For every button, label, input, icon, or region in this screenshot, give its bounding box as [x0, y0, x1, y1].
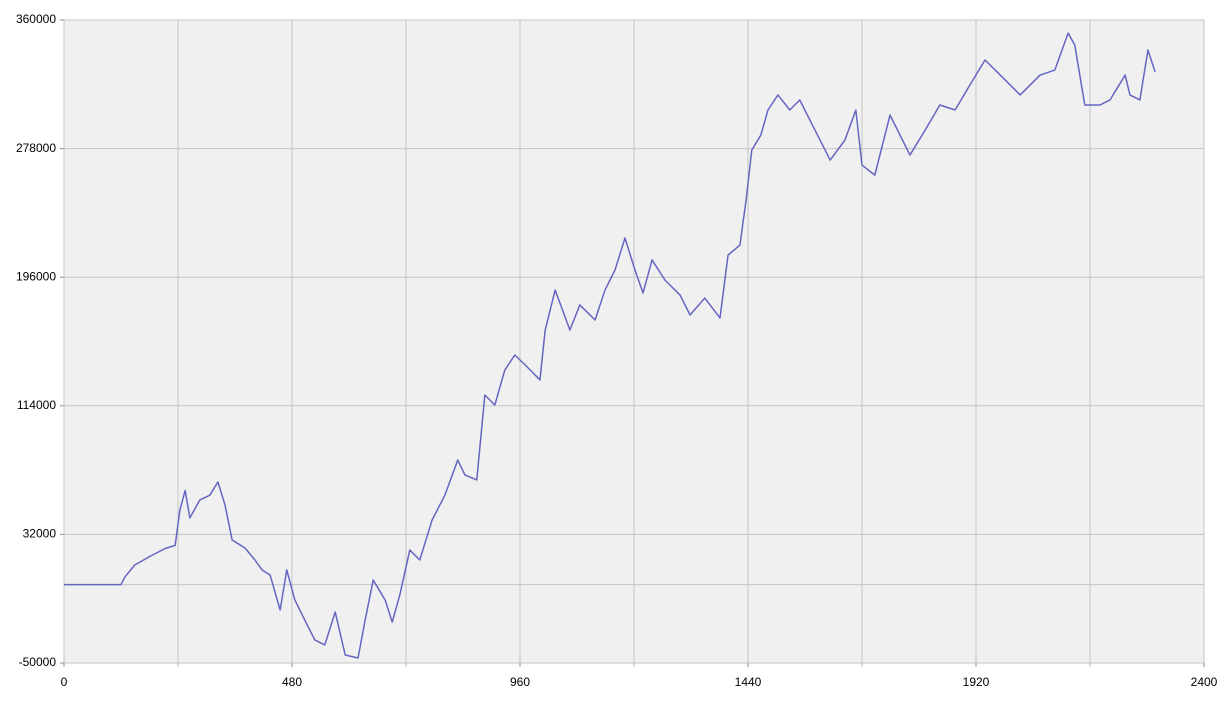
x-tick-label: 0	[61, 675, 68, 689]
y-tick-label: 32000	[23, 527, 57, 541]
y-tick-label: 278000	[16, 141, 56, 155]
x-tick-label: 2400	[1191, 675, 1218, 689]
y-tick-label: 196000	[16, 269, 56, 283]
x-tick-label: 960	[510, 675, 530, 689]
y-tick-label: -50000	[19, 655, 57, 669]
x-tick-label: 1440	[735, 675, 762, 689]
y-tick-label: 114000	[17, 398, 56, 412]
x-tick-label: 480	[282, 675, 302, 689]
x-tick-label: 1920	[963, 675, 990, 689]
y-tick-label: 360000	[16, 12, 56, 26]
data-line	[64, 32, 1156, 659]
